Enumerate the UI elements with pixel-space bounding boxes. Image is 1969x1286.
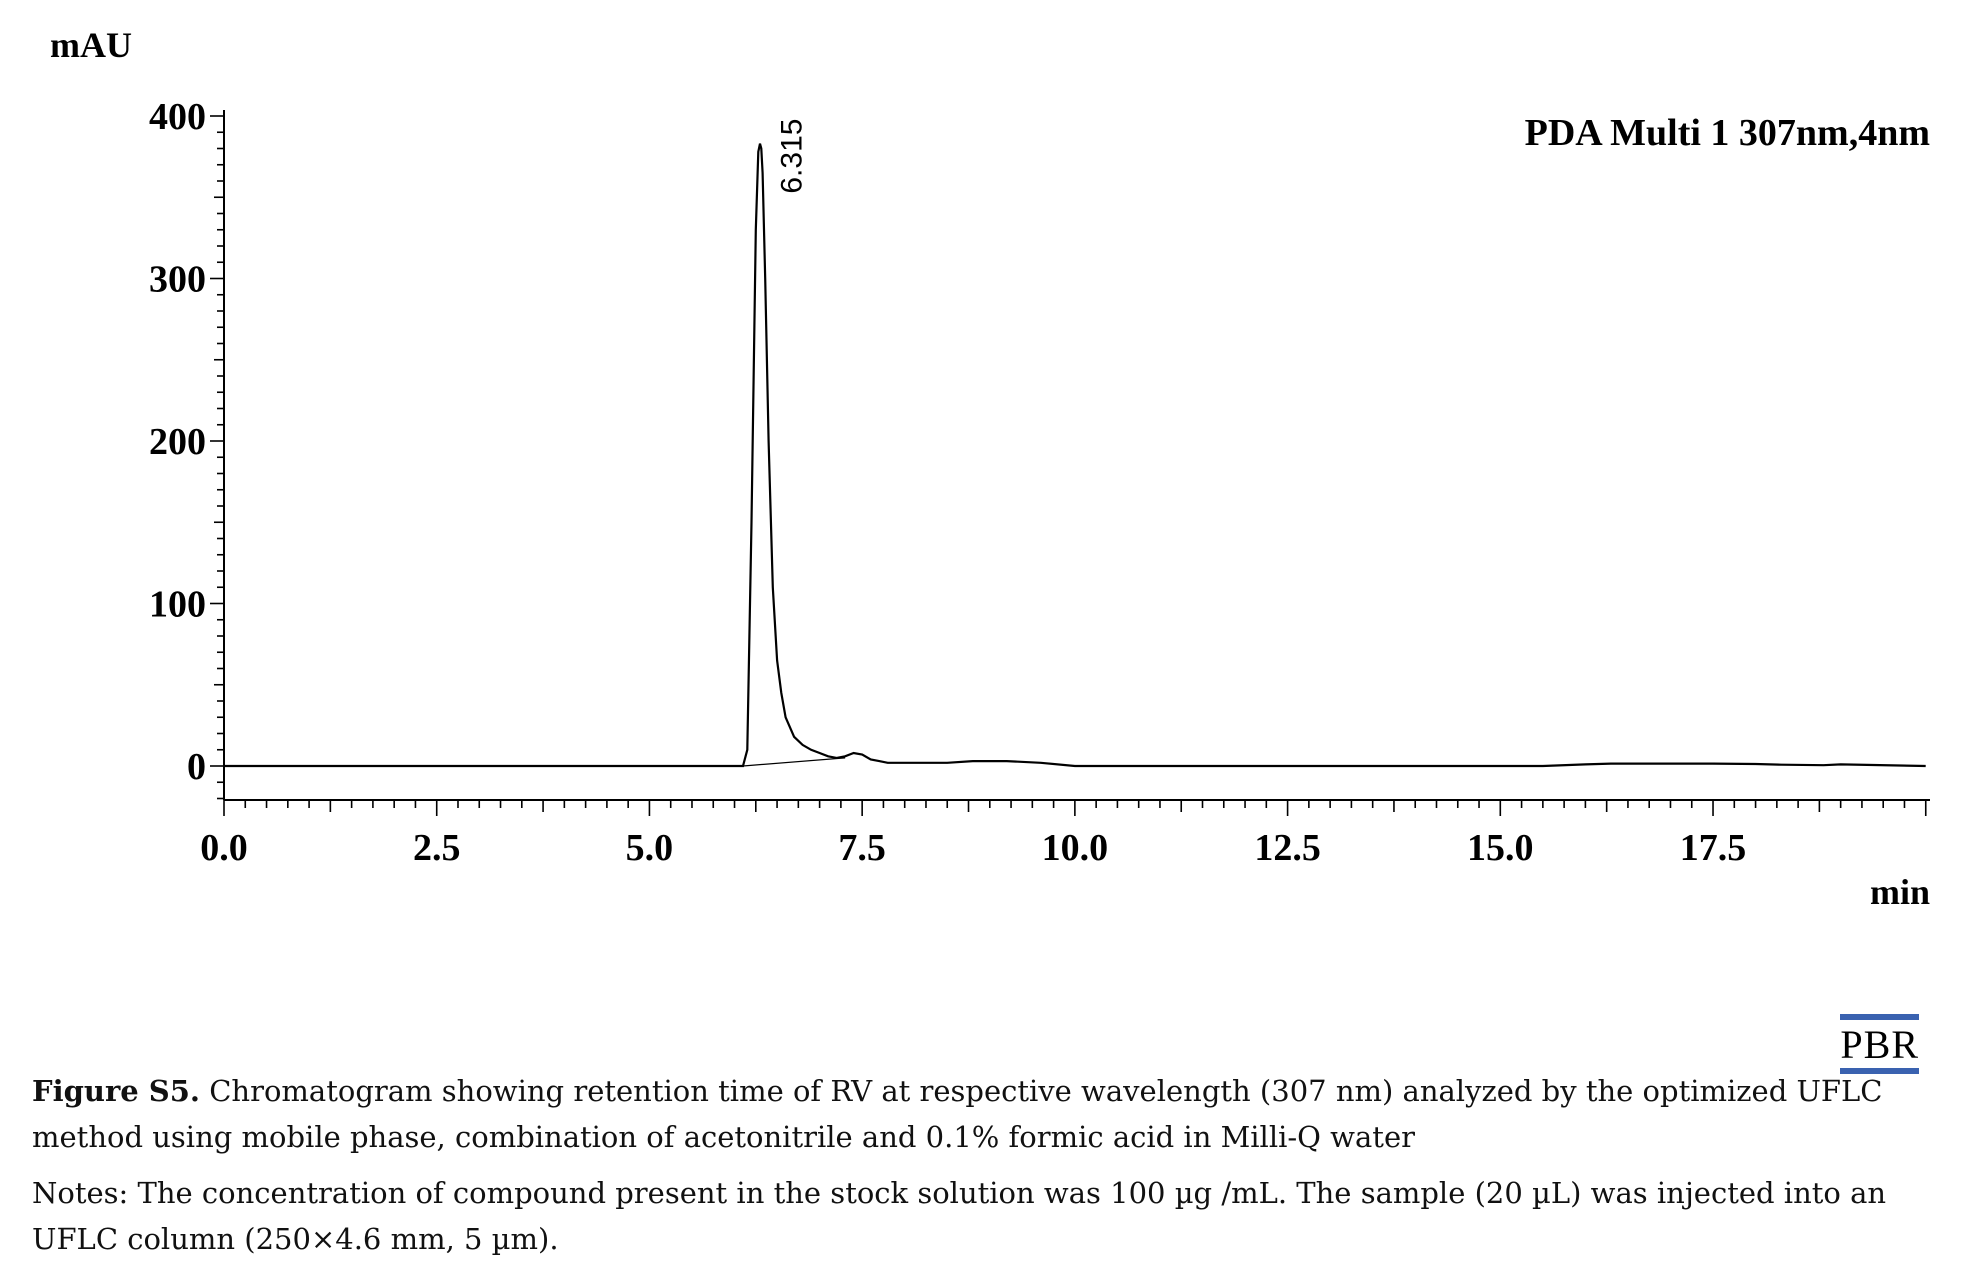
chromatogram-chart: 0 100 200 300 400 0.0 2.5 5.0 7.5 10.0 12.5 15.0 17… (50, 25, 1930, 912)
integration-baseline (742, 757, 846, 767)
y-tick-label: 300 (149, 259, 206, 301)
y-tick-label: 100 (149, 584, 206, 626)
plot-area: 6.315 (224, 119, 1926, 768)
y-tick-label: 200 (149, 421, 206, 463)
x-tick-label: 5.0 (626, 827, 674, 869)
x-tick-label: 7.5 (838, 827, 886, 869)
peak-retention-label: 6.315 (775, 119, 808, 194)
x-axis-title: min (1870, 872, 1930, 912)
x-tick-label: 15.0 (1467, 827, 1534, 869)
x-tick-label: 10.0 (1042, 827, 1109, 869)
figure-caption-text: Chromatogram showing retention time of R… (32, 1074, 1883, 1154)
chromatogram-trace (224, 143, 1926, 768)
figure-notes: Notes: The concentration of compound pre… (32, 1176, 1887, 1256)
x-tick-label: 0.0 (200, 827, 248, 869)
y-axis-title: mAU (50, 25, 132, 65)
y-ticks: 0 100 200 300 400 (149, 96, 224, 800)
journal-logo: PBR (1840, 1014, 1919, 1074)
x-tick-label: 2.5 (413, 827, 461, 869)
y-tick-label: 0 (187, 746, 206, 788)
x-tick-label: 12.5 (1254, 827, 1321, 869)
y-tick-label: 400 (149, 96, 206, 138)
figure-label: Figure S5. (32, 1074, 201, 1108)
x-ticks: 0.0 2.5 5.0 7.5 10.0 12.5 15.0 17.5 (200, 800, 1927, 869)
figure-caption: Figure S5. Chromatogram showing retentio… (32, 1068, 1919, 1160)
x-tick-label: 17.5 (1680, 827, 1747, 869)
series-legend-label: PDA Multi 1 307nm,4nm (1525, 112, 1930, 154)
